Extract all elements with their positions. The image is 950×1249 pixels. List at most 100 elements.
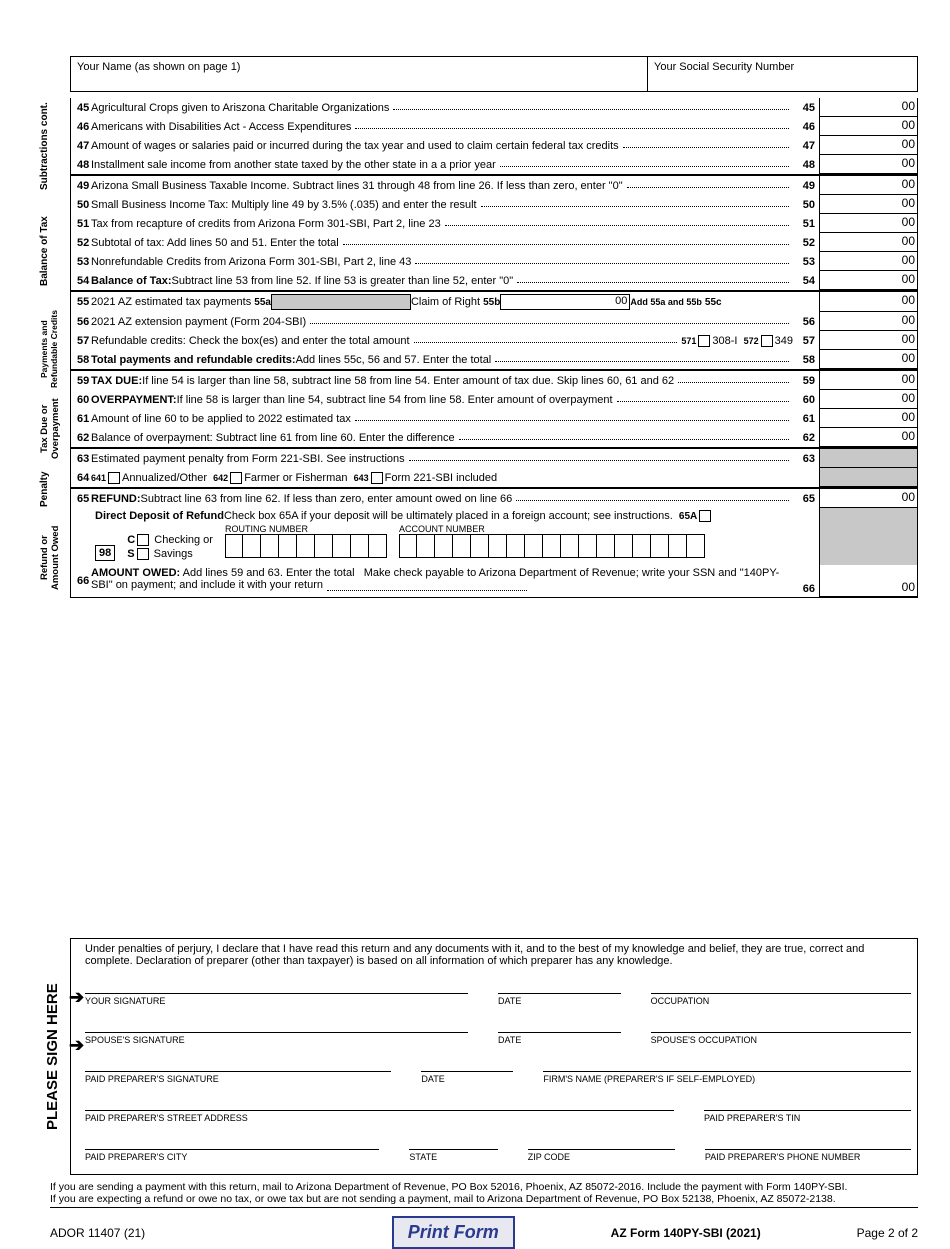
- line-desc: Amount of wages or salaries paid or incu…: [89, 136, 797, 155]
- amount-gray: [819, 508, 917, 565]
- line-num: 64: [71, 468, 89, 487]
- amount-input[interactable]: 00: [819, 565, 917, 597]
- checkbox-642[interactable]: [230, 472, 242, 484]
- box-55b[interactable]: 00: [500, 294, 630, 310]
- line-num-r: 59: [797, 371, 819, 390]
- line-num-r: [797, 468, 819, 487]
- mailing-1: If you are sending a payment with this r…: [50, 1181, 918, 1193]
- section-subtractions: Subtractions cont.: [39, 102, 50, 190]
- checkbox-641[interactable]: [108, 472, 120, 484]
- amount-input[interactable]: 00: [819, 390, 917, 409]
- amount-input[interactable]: 00: [819, 409, 917, 428]
- arrow-icon: ➔: [69, 987, 84, 1008]
- spouse-signature[interactable]: SPOUSE'S SIGNATURE: [85, 1032, 468, 1045]
- line-desc: Americans with Disabilities Act - Access…: [89, 117, 797, 136]
- signature-area: PLEASE SIGN HERE Under penalties of perj…: [70, 938, 918, 1175]
- spouse-date[interactable]: DATE: [498, 1032, 621, 1045]
- amount-input[interactable]: 00: [819, 155, 917, 174]
- line-desc: Total payments and refundable credits: A…: [89, 350, 797, 369]
- print-button[interactable]: Print Form: [392, 1216, 515, 1249]
- line-num: 49: [71, 176, 89, 195]
- name-label[interactable]: Your Name (as shown on page 1): [71, 57, 647, 91]
- checkbox-643[interactable]: [371, 472, 383, 484]
- preparer-date[interactable]: DATE: [421, 1071, 513, 1084]
- checkbox-572[interactable]: [761, 335, 773, 347]
- line-num-r: 66: [797, 565, 819, 597]
- preparer-city[interactable]: PAID PREPARER'S CITY: [85, 1149, 379, 1162]
- section-refund: Refund or Amount Owed: [39, 510, 61, 606]
- line-num: 57: [71, 331, 89, 350]
- header-box: Your Name (as shown on page 1) Your Soci…: [70, 56, 918, 92]
- amount-input[interactable]: 00: [819, 331, 917, 350]
- preparer-phone[interactable]: PAID PREPARER'S PHONE NUMBER: [705, 1149, 911, 1162]
- line-num-r: 52: [797, 233, 819, 252]
- occupation-field[interactable]: OCCUPATION: [651, 993, 911, 1006]
- line-desc: Amount of line 60 to be applied to 2022 …: [89, 409, 797, 428]
- line-num: 48: [71, 155, 89, 174]
- arrow-icon: ➔: [69, 1035, 84, 1056]
- account-input[interactable]: [399, 534, 705, 558]
- line-num-r: 46: [797, 117, 819, 136]
- line-desc: Nonrefundable Credits from Arizona Form …: [89, 252, 797, 271]
- line-num: 66: [71, 565, 89, 597]
- line-num: 56: [71, 312, 89, 331]
- amount-input[interactable]: 00: [819, 371, 917, 390]
- checkbox-571[interactable]: [698, 335, 710, 347]
- amount-input[interactable]: 00: [819, 233, 917, 252]
- checkbox-savings[interactable]: [137, 548, 149, 560]
- your-signature[interactable]: YOUR SIGNATURE: [85, 993, 468, 1006]
- preparer-tin[interactable]: PAID PREPARER'S TIN: [704, 1110, 911, 1123]
- amount-input-gray[interactable]: [819, 449, 917, 468]
- preparer-state[interactable]: STATE: [409, 1149, 497, 1162]
- amount-input[interactable]: 00: [819, 292, 917, 312]
- line-num-r: 45: [797, 98, 819, 117]
- routing-input[interactable]: [225, 534, 387, 558]
- checkbox-checking[interactable]: [137, 534, 149, 546]
- amount-input[interactable]: 00: [819, 98, 917, 117]
- routing-label: ROUTING NUMBER: [225, 524, 387, 534]
- preparer-address[interactable]: PAID PREPARER'S STREET ADDRESS: [85, 1110, 674, 1123]
- perjury-text: Under penalties of perjury, I declare th…: [85, 943, 911, 967]
- amount-input[interactable]: 00: [819, 176, 917, 195]
- preparer-zip[interactable]: ZIP CODE: [528, 1149, 675, 1162]
- amount-input[interactable]: 00: [819, 117, 917, 136]
- line-num-r: 47: [797, 136, 819, 155]
- line-desc: Balance of Tax: Subtract line 53 from li…: [89, 271, 797, 290]
- spouse-occupation[interactable]: SPOUSE'S OCCUPATION: [651, 1032, 911, 1045]
- box-55a[interactable]: [271, 294, 411, 310]
- amount-input[interactable]: 00: [819, 489, 917, 508]
- amount-input[interactable]: 00: [819, 214, 917, 233]
- ador-code: ADOR 11407 (21): [50, 1226, 392, 1240]
- line-num: 62: [71, 428, 89, 447]
- section-taxdue: Tax Due or Overpayment: [39, 390, 61, 468]
- line-num: 47: [71, 136, 89, 155]
- line-num: 60: [71, 390, 89, 409]
- firm-name[interactable]: FIRM'S NAME (PREPARER'S IF SELF-EMPLOYED…: [543, 1071, 911, 1084]
- mailing-2: If you are expecting a refund or owe no …: [50, 1193, 918, 1208]
- amount-input[interactable]: 00: [819, 271, 917, 290]
- amount-input[interactable]: 00: [819, 252, 917, 271]
- line-num-r: 53: [797, 252, 819, 271]
- line-num-r: 60: [797, 390, 819, 409]
- amount-input[interactable]: 00: [819, 428, 917, 447]
- amount-input[interactable]: 00: [819, 350, 917, 369]
- checkbox-65a[interactable]: [699, 510, 711, 522]
- line-desc: TAX DUE: If line 54 is larger than line …: [89, 371, 797, 390]
- preparer-signature[interactable]: PAID PREPARER'S SIGNATURE: [85, 1071, 391, 1084]
- section-balance: Balance of Tax: [39, 194, 50, 308]
- amount-input[interactable]: 00: [819, 136, 917, 155]
- date-field[interactable]: DATE: [498, 993, 621, 1006]
- line-num: 53: [71, 252, 89, 271]
- line-num: 58: [71, 350, 89, 369]
- line-num-r: 49: [797, 176, 819, 195]
- lines-area: Subtractions cont. 45Agricultural Crops …: [70, 98, 918, 598]
- ssn-label[interactable]: Your Social Security Number: [647, 57, 917, 91]
- line-num: 63: [71, 449, 89, 468]
- line-num: 54: [71, 271, 89, 290]
- section-penalty: Penalty: [39, 470, 50, 508]
- line-num-r: 57: [797, 331, 819, 350]
- amount-input[interactable]: 00: [819, 312, 917, 331]
- line-num-r: 58: [797, 350, 819, 369]
- line-num-r: 56: [797, 312, 819, 331]
- amount-input[interactable]: 00: [819, 195, 917, 214]
